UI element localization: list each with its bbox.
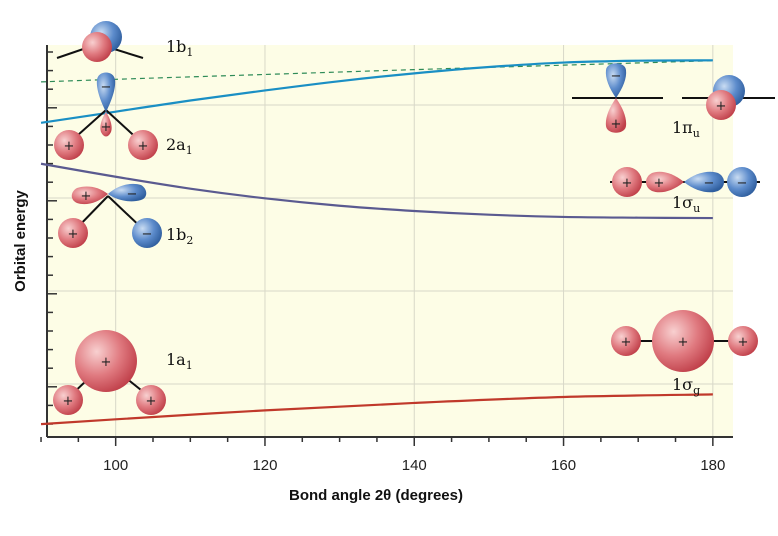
lobe-positive	[53, 385, 83, 415]
orbital-diagram-1b2: + − + −	[58, 183, 162, 248]
sign-minus: −	[704, 176, 715, 191]
lobe-positive	[611, 326, 641, 356]
orbital-diagram-1a1: + + +	[53, 330, 166, 415]
sign-plus: +	[138, 139, 149, 154]
label-1pi-u: 1πu	[672, 118, 700, 140]
axes	[40, 45, 733, 446]
sign-plus: +	[621, 335, 632, 350]
curve-1b1	[41, 60, 713, 83]
lobe-positive	[728, 326, 758, 356]
orbital-curves	[40, 59, 713, 426]
sign-minus: −	[101, 80, 112, 95]
sign-plus: +	[64, 139, 75, 154]
lobe-positive	[54, 130, 84, 160]
sign-plus: +	[63, 394, 74, 409]
label-1sigma-u: 1σu	[672, 193, 700, 215]
sign-plus: +	[68, 227, 79, 242]
lobe-positive	[612, 167, 642, 197]
lobe-positive	[652, 310, 714, 372]
orbital-diagram-1b1	[56, 21, 144, 62]
sign-plus: +	[654, 176, 665, 191]
sign-plus: +	[716, 99, 727, 114]
x-axis-title: Bond angle 2θ (degrees)	[289, 487, 463, 504]
orbital-diagram-1sigma-u: + + − −	[610, 167, 760, 197]
sign-plus: +	[678, 335, 689, 350]
lobe-negative	[684, 171, 724, 193]
lobe-negative	[108, 183, 147, 202]
label-1sigma-g: 1σg	[672, 375, 700, 397]
x-tick-labels: 100 120 140 160 180	[103, 457, 725, 474]
orbital-diagram-1pi-u: − + +	[572, 63, 775, 133]
orbital-diagram-1sigma-g: + + +	[611, 310, 758, 372]
lobe-positive	[100, 112, 112, 137]
lobe-positive	[58, 218, 88, 248]
sign-plus: +	[81, 189, 92, 204]
x-tick-label: 100	[103, 457, 128, 474]
lobe-positive	[646, 171, 684, 193]
lobe-positive	[75, 330, 137, 392]
sign-minus: −	[142, 227, 153, 242]
curve-1b2	[40, 162, 713, 220]
lobe-positive	[706, 90, 736, 120]
label-1b1: 1b1	[166, 37, 193, 59]
lobe-negative	[96, 72, 116, 112]
lobe-negative	[605, 63, 627, 98]
lobe-negative	[132, 218, 162, 248]
label-2a1: 2a1	[166, 135, 193, 157]
sign-minus: −	[611, 69, 622, 84]
x-tick-label: 160	[551, 457, 576, 474]
x-tick-label: 120	[252, 457, 277, 474]
y-axis-title: Orbital energy	[12, 189, 29, 291]
label-1b2: 1b2	[166, 225, 193, 247]
lobe-negative	[727, 167, 757, 197]
lobe-positive	[605, 98, 627, 133]
curve-1a1	[40, 393, 713, 426]
x-tick-label: 180	[700, 457, 725, 474]
orbital-diagram-2a1: − + + +	[54, 72, 158, 160]
sign-plus: +	[622, 176, 633, 191]
lobe-positive	[71, 186, 108, 205]
sign-plus: +	[146, 394, 157, 409]
lobe-positive	[128, 130, 158, 160]
curve-2a1	[40, 59, 713, 124]
sign-plus: +	[611, 117, 622, 132]
sign-plus: +	[101, 120, 112, 135]
label-1a1: 1a1	[166, 350, 193, 372]
sign-minus: −	[127, 187, 138, 202]
lobe-positive	[82, 32, 112, 62]
sign-minus: −	[737, 176, 748, 191]
lobe-positive	[136, 385, 166, 415]
sign-plus: +	[738, 335, 749, 350]
sign-plus: +	[101, 355, 112, 370]
x-tick-label: 140	[402, 457, 427, 474]
